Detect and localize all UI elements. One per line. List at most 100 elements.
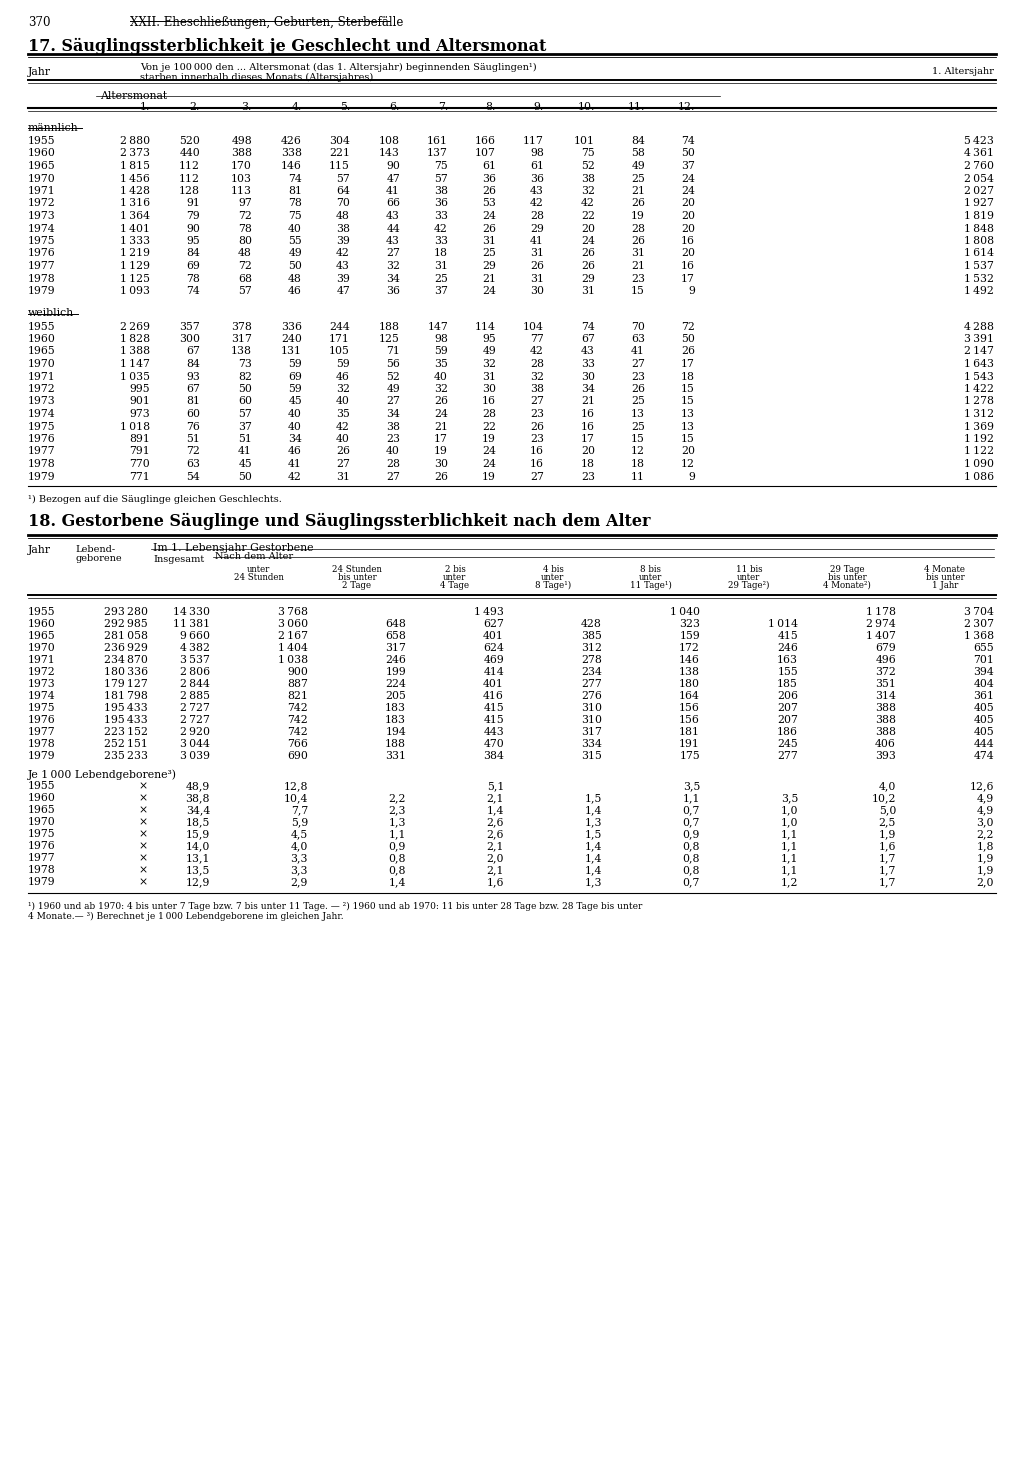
Text: 2,3: 2,3	[388, 804, 406, 815]
Text: 1 147: 1 147	[120, 359, 150, 369]
Text: 1 368: 1 368	[964, 631, 994, 641]
Text: 147: 147	[427, 321, 449, 331]
Text: 57: 57	[434, 174, 449, 184]
Text: 46: 46	[288, 286, 302, 296]
Text: 171: 171	[329, 334, 350, 345]
Text: 5,9: 5,9	[291, 818, 308, 826]
Text: 57: 57	[239, 409, 252, 419]
Text: 67: 67	[186, 346, 200, 356]
Text: 180: 180	[679, 679, 700, 689]
Text: 1,4: 1,4	[585, 853, 602, 863]
Text: 166: 166	[475, 136, 496, 146]
Text: 34,4: 34,4	[185, 804, 210, 815]
Text: 334: 334	[582, 739, 602, 749]
Text: 60: 60	[186, 409, 200, 419]
Text: 164: 164	[679, 691, 700, 701]
Text: 426: 426	[282, 136, 302, 146]
Text: 28: 28	[482, 409, 496, 419]
Text: 2 307: 2 307	[964, 619, 994, 629]
Text: 23: 23	[530, 409, 544, 419]
Text: 31: 31	[336, 472, 350, 482]
Text: 252 151: 252 151	[104, 739, 148, 749]
Text: 300: 300	[179, 334, 200, 345]
Text: 1,2: 1,2	[780, 877, 798, 888]
Text: 41: 41	[288, 458, 302, 469]
Text: 1 401: 1 401	[120, 223, 150, 234]
Text: 64: 64	[336, 185, 350, 196]
Text: 1,0: 1,0	[780, 804, 798, 815]
Text: 1978: 1978	[28, 864, 55, 875]
Text: unter: unter	[443, 572, 467, 583]
Text: 156: 156	[679, 715, 700, 726]
Text: 31: 31	[581, 286, 595, 296]
Text: unter: unter	[248, 565, 270, 574]
Text: 3 768: 3 768	[278, 607, 308, 618]
Text: 72: 72	[186, 447, 200, 457]
Text: 26: 26	[581, 248, 595, 258]
Text: 97: 97	[239, 199, 252, 209]
Text: 1971: 1971	[28, 371, 55, 381]
Text: 75: 75	[582, 149, 595, 159]
Text: 1973: 1973	[28, 397, 55, 406]
Text: 26: 26	[530, 261, 544, 272]
Text: 1978: 1978	[28, 273, 55, 283]
Text: 3,3: 3,3	[291, 853, 308, 863]
Text: 498: 498	[231, 136, 252, 146]
Text: 276: 276	[582, 691, 602, 701]
Text: 46: 46	[336, 371, 350, 381]
Text: männlich: männlich	[28, 123, 79, 133]
Text: 3,3: 3,3	[291, 864, 308, 875]
Text: 1,1: 1,1	[683, 793, 700, 803]
Text: 11.: 11.	[628, 102, 645, 112]
Text: 1975: 1975	[28, 422, 55, 432]
Text: 2,0: 2,0	[977, 877, 994, 888]
Text: 1,7: 1,7	[879, 853, 896, 863]
Text: 8 Tage¹): 8 Tage¹)	[535, 581, 571, 590]
Text: 2 027: 2 027	[964, 185, 994, 196]
Text: 59: 59	[434, 346, 449, 356]
Text: 5.: 5.	[340, 102, 350, 112]
Text: 0,8: 0,8	[683, 841, 700, 851]
Text: 137: 137	[427, 149, 449, 159]
Text: 31: 31	[482, 237, 496, 245]
Text: 138: 138	[231, 346, 252, 356]
Text: 24: 24	[681, 174, 695, 184]
Text: 304: 304	[329, 136, 350, 146]
Text: 34: 34	[582, 384, 595, 394]
Text: Altersmonat: Altersmonat	[100, 91, 167, 101]
Text: 43: 43	[336, 261, 350, 272]
Text: unter: unter	[737, 572, 761, 583]
Text: 1,3: 1,3	[585, 877, 602, 888]
Text: 29: 29	[530, 223, 544, 234]
Text: 1 219: 1 219	[120, 248, 150, 258]
Text: 84: 84	[186, 359, 200, 369]
Text: 766: 766	[287, 739, 308, 749]
Text: 3,0: 3,0	[977, 818, 994, 826]
Text: 25: 25	[434, 273, 449, 283]
Text: 4 288: 4 288	[964, 321, 994, 331]
Text: 188: 188	[385, 739, 406, 749]
Text: 21: 21	[631, 261, 645, 272]
Text: 2 806: 2 806	[180, 667, 210, 677]
Text: 4,5: 4,5	[291, 829, 308, 840]
Text: 0,7: 0,7	[683, 804, 700, 815]
Text: 1 014: 1 014	[768, 619, 798, 629]
Text: 188: 188	[379, 321, 400, 331]
Text: 1977: 1977	[28, 853, 55, 863]
Text: 53: 53	[482, 199, 496, 209]
Text: 36: 36	[482, 174, 496, 184]
Text: 658: 658	[385, 631, 406, 641]
Text: 388: 388	[874, 727, 896, 737]
Text: 370: 370	[28, 16, 50, 29]
Text: 0,7: 0,7	[683, 818, 700, 826]
Text: Jahr: Jahr	[28, 545, 51, 555]
Text: 43: 43	[386, 237, 400, 245]
Text: 15: 15	[681, 434, 695, 444]
Text: 20: 20	[681, 199, 695, 209]
Text: 28: 28	[530, 212, 544, 220]
Text: 41: 41	[239, 447, 252, 457]
Text: 38: 38	[581, 174, 595, 184]
Text: 27: 27	[530, 472, 544, 482]
Text: 114: 114	[475, 321, 496, 331]
Text: 0,9: 0,9	[389, 841, 406, 851]
